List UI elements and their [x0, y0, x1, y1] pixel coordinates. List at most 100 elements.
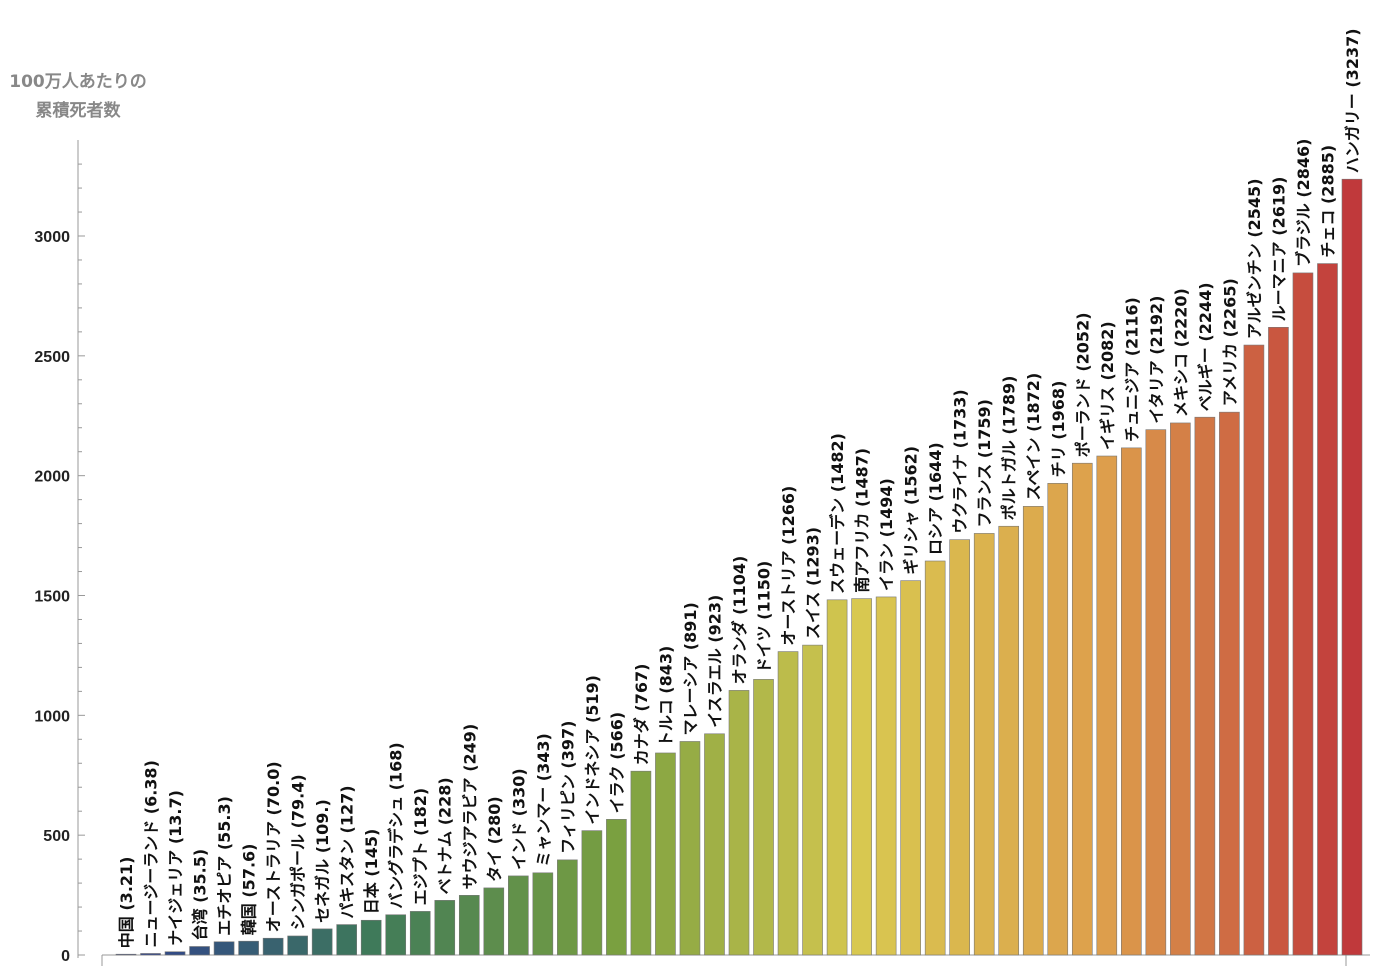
bar-label-フィリピン: フィリピン (397)	[558, 721, 577, 854]
bar-韓国	[238, 940, 259, 956]
bar-バングラデシュ	[385, 914, 407, 956]
bar-label-チュニジア: チュニジア (2116)	[1122, 297, 1141, 442]
bar-label-ウクライナ: ウクライナ (1733)	[951, 389, 970, 533]
bar-label-フランス: フランス (1759)	[975, 399, 994, 527]
bar-フランス	[973, 533, 995, 956]
y-axis-label-line-1: 100万人あたりの	[9, 72, 147, 92]
bar-label-韓国: 韓国 (57.6)	[240, 844, 259, 936]
bar-label-オランダ: オランダ (1104)	[730, 556, 749, 685]
bar-チェコ	[1317, 263, 1338, 956]
bar-エジプト	[409, 911, 431, 956]
bar-スウェーデン	[826, 599, 848, 956]
bar-label-インドネシア: インドネシア (519)	[583, 675, 602, 825]
bar-label-スイス: スイス (1293)	[804, 527, 823, 639]
y-tick-label: 1500	[34, 589, 70, 606]
bar-ベトナム	[434, 900, 456, 956]
bar-label-スウェーデン: スウェーデン (1482)	[828, 433, 847, 594]
bar-オランダ	[728, 690, 750, 956]
bar-インドネシア	[581, 830, 603, 956]
bar-イラン	[875, 596, 897, 956]
bar-label-ポーランド: ポーランド (2052)	[1073, 312, 1092, 457]
bar-label-アルゼンチン: アルゼンチン (2545)	[1245, 178, 1264, 339]
bar-label-チェコ: チェコ (2885)	[1318, 145, 1337, 258]
bar-label-ルーマニア: ルーマニア (2619)	[1269, 177, 1288, 322]
bar-label-ニュージーランド: ニュージーランド (6.38)	[142, 760, 161, 947]
bar-label-イスラエル: イスラエル (923)	[705, 595, 724, 728]
bar-label-ドイツ: ドイツ (1150)	[755, 561, 774, 674]
bar-エチオピア	[213, 941, 235, 956]
bar-label-ナイジェリア: ナイジェリア (13.7)	[166, 790, 185, 946]
bar-label-エジプト: エジプト (182)	[411, 788, 430, 906]
bar-ミャンマー	[532, 872, 554, 956]
bars-group	[115, 178, 1363, 956]
bar-サウジアラビア	[458, 895, 480, 956]
bar-イタリア	[1145, 429, 1167, 956]
bar-南アフリカ	[851, 598, 872, 956]
bar-イギリス	[1096, 455, 1118, 956]
bar-パキスタン	[336, 924, 357, 956]
bar-シンガポール	[287, 935, 308, 956]
bar-ナイジェリア	[164, 951, 186, 956]
bar-label-中国: 中国 (3.21)	[117, 857, 136, 949]
bar-label-イタリア: イタリア (2192)	[1147, 296, 1166, 424]
bar-チュニジア	[1121, 447, 1142, 956]
x-axis	[101, 954, 1370, 966]
bar-label-南アフリカ: 南アフリカ (1487)	[853, 448, 872, 593]
bar-label-オーストリア: オーストリア (1266)	[779, 486, 798, 646]
bar-label-メキシコ: メキシコ (2220)	[1171, 288, 1190, 417]
bar-ニュージーランド	[140, 953, 161, 956]
bar-チリ	[1047, 483, 1069, 956]
bar-イラク	[606, 819, 627, 956]
bar-カナダ	[630, 770, 652, 956]
bar-アルゼンチン	[1243, 344, 1265, 956]
bar-ルーマニア	[1268, 327, 1289, 956]
y-tick-label: 500	[43, 828, 70, 845]
bar-タイ	[483, 887, 505, 956]
y-axis: 0 500 1000 1500 2000 2500 3000	[34, 140, 85, 965]
bar-label-チリ: チリ (1968)	[1049, 381, 1068, 478]
bar-label-アメリカ: アメリカ (2265)	[1220, 278, 1239, 406]
bar-label-ブラジル: ブラジル (2846)	[1294, 138, 1313, 266]
bar-スイス	[802, 644, 823, 956]
bar-ポーランド	[1071, 462, 1093, 956]
bar-label-台湾: 台湾 (35.5)	[191, 849, 210, 941]
bar-label-ミャンマー: ミャンマー (343)	[534, 733, 553, 867]
bar-label-タイ: タイ (280)	[485, 796, 504, 882]
bar-イスラエル	[704, 733, 725, 956]
bar-ドイツ	[753, 679, 774, 956]
bar-label-セネガル: セネガル (109.)	[313, 799, 332, 923]
y-tick-label: 2500	[34, 349, 70, 366]
bar-labels-group: 中国 (3.21) ニュージーランド (6.38) ナイジェリア (13.7) 台湾 …	[117, 28, 1362, 948]
bar-マレーシア	[679, 741, 701, 956]
bar-セネガル	[311, 928, 333, 956]
bar-インド	[508, 875, 529, 956]
bar-ウクライナ	[949, 539, 970, 956]
bar-label-イギリス: イギリス (2082)	[1098, 321, 1117, 450]
y-tick-label: 3000	[34, 229, 70, 246]
bar-label-ベルギー: ベルギー (2244)	[1196, 282, 1215, 411]
bar-label-ベトナム: ベトナム (228)	[436, 777, 455, 894]
bar-label-イラン: イラン (1494)	[877, 478, 896, 591]
y-tick-label: 2000	[34, 469, 70, 486]
bar-日本	[360, 919, 382, 956]
bar-label-カナダ: カナダ (767)	[632, 664, 651, 766]
bar-label-パキスタン: パキスタン (127)	[338, 785, 357, 918]
bar-label-スペイン: スペイン (1872)	[1024, 373, 1043, 501]
bar-label-イラク: イラク (566)	[607, 712, 626, 814]
bar-オーストリア	[777, 651, 799, 956]
bar-label-ギリシャ: ギリシャ (1562)	[902, 446, 921, 575]
bar-メキシコ	[1170, 422, 1191, 956]
bar-アメリカ	[1219, 411, 1240, 956]
bar-ポルトガル	[998, 525, 1020, 956]
bar-label-エチオピア: エチオピア (55.3)	[215, 796, 234, 936]
bar-ギリシャ	[900, 580, 921, 956]
bar-label-バングラデシュ: バングラデシュ (168)	[387, 742, 406, 908]
bar-label-ハンガリー: ハンガリー (3237)	[1343, 28, 1362, 173]
bar-label-サウジアラビア: サウジアラビア (249)	[460, 724, 479, 890]
bar-label-ポルトガル: ポルトガル (1789)	[1000, 376, 1019, 521]
bar-label-インド: インド (330)	[509, 768, 528, 870]
bar-オーストラリア	[262, 937, 284, 956]
bar-ブラジル	[1292, 272, 1314, 956]
bar-label-マレーシア: マレーシア (891)	[681, 602, 700, 735]
bar-label-日本: 日本 (145)	[362, 829, 381, 915]
